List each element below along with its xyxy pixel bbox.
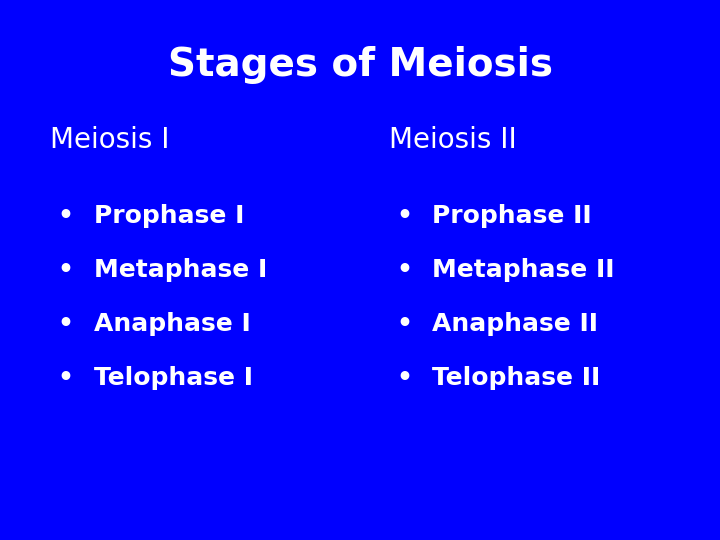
Text: Meiosis II: Meiosis II <box>389 126 516 154</box>
Text: Metaphase II: Metaphase II <box>432 258 614 282</box>
Text: Telophase I: Telophase I <box>94 366 253 390</box>
Text: •: • <box>396 258 412 282</box>
Text: •: • <box>396 204 412 228</box>
Text: Anaphase I: Anaphase I <box>94 312 251 336</box>
Text: Anaphase II: Anaphase II <box>432 312 598 336</box>
Text: •: • <box>58 366 73 390</box>
Text: Meiosis I: Meiosis I <box>50 126 170 154</box>
Text: •: • <box>396 366 412 390</box>
Text: Telophase II: Telophase II <box>432 366 600 390</box>
Text: Prophase II: Prophase II <box>432 204 592 228</box>
Text: •: • <box>396 312 412 336</box>
Text: Prophase I: Prophase I <box>94 204 244 228</box>
Text: •: • <box>58 258 73 282</box>
Text: Stages of Meiosis: Stages of Meiosis <box>168 46 552 84</box>
Text: Metaphase I: Metaphase I <box>94 258 267 282</box>
Text: •: • <box>58 204 73 228</box>
Text: •: • <box>58 312 73 336</box>
